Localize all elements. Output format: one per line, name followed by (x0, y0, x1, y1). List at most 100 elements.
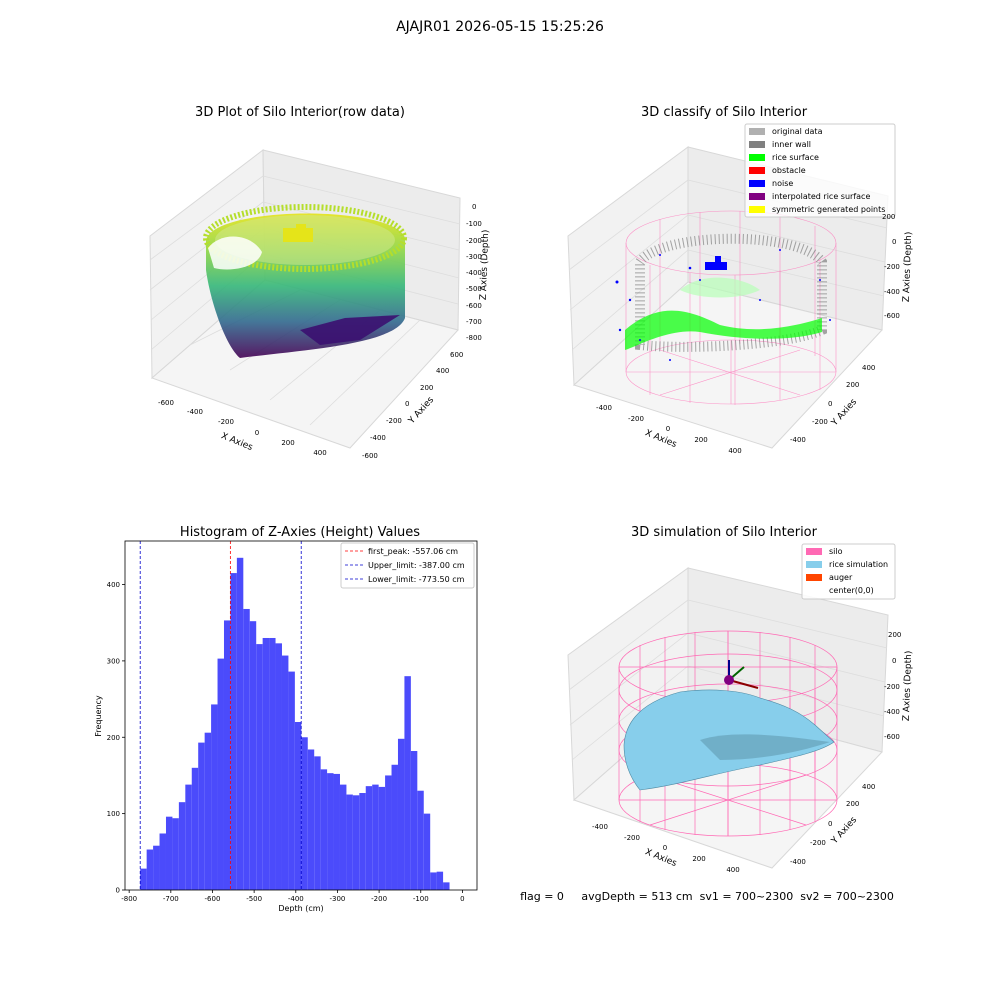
hist-ytick-label: 300 (107, 657, 120, 665)
hist-bar (262, 637, 270, 890)
cls-xtick: 200 (694, 436, 707, 444)
figure-suptitle: AJAJR01 2026-05-15 15:25:26 (396, 19, 604, 35)
hist-legend-frame (340, 542, 475, 589)
sim-ytick: 400 (862, 783, 875, 791)
sim-gridlines (568, 599, 888, 761)
hist-bar (314, 756, 321, 890)
sim-legend-label: silo (829, 547, 843, 556)
hist-ytick-label: 200 (107, 734, 120, 742)
hist-yticks: 0 100 200 300 400 (107, 581, 125, 895)
hist-xtick-label: -800 (121, 895, 137, 903)
hist-xlabel: Depth (cm) (278, 904, 323, 913)
hist-bar (243, 608, 250, 890)
hist-bar (410, 751, 418, 890)
raw-ztick: -800 (466, 334, 482, 342)
panel-histogram: Histogram of Z-Axies (Height) Values -80… (94, 525, 478, 913)
raw-zlabel: Z Axies (Depth) (479, 230, 491, 301)
hist-xtick-label: -200 (371, 895, 387, 903)
raw-xtick: 400 (313, 449, 326, 457)
hist-bar (198, 742, 205, 890)
hist-bar (281, 655, 289, 890)
cls-legend-label: interpolated rice surface (772, 192, 870, 201)
panel-raw-title: 3D Plot of Silo Interior(row data) (195, 105, 405, 120)
panel-simulation: 3D simulation of Silo Interior (567, 525, 914, 874)
cls-legend-swatch-original (749, 128, 765, 135)
raw-ztick: -100 (466, 220, 482, 228)
sim-legend-label: center(0,0) (829, 586, 874, 595)
raw-ztick: -300 (466, 253, 482, 261)
hist-bar (172, 818, 179, 890)
cls-legend-label: noise (772, 179, 793, 188)
raw-ztick: -500 (466, 285, 482, 293)
hist-bars (140, 557, 450, 890)
cls-ztick: -600 (884, 312, 900, 320)
raw-xlabel: X Axies (219, 431, 254, 453)
cls-legend-label: inner wall (772, 140, 811, 149)
sim-ztick: 200 (888, 631, 901, 639)
hist-bar (327, 773, 334, 890)
hist-bar (223, 620, 231, 890)
cls-ztick: -200 (884, 263, 900, 271)
status-line: flag = 0 avgDepth = 513 cm sv1 = 700~230… (520, 890, 894, 903)
cls-xlabel: X Axies (643, 428, 678, 450)
raw-ztick: -400 (466, 269, 482, 277)
hist-ytick-label: 0 (116, 887, 120, 895)
hist-xtick-label: -600 (205, 895, 221, 903)
sim-xlabel: X Axies (643, 847, 678, 869)
hist-bar (436, 871, 444, 890)
hist-plot-frame (124, 540, 478, 891)
raw-ztick: 0 (472, 203, 476, 211)
cls-ztick: 0 (892, 238, 896, 246)
hist-bar (333, 773, 340, 890)
hist-bar (185, 784, 192, 890)
cls-legend-swatch-noise (749, 180, 765, 187)
raw-ytick: -200 (386, 417, 402, 425)
cls-legend-label: rice surface (772, 153, 819, 162)
sim-xtick: -200 (624, 834, 640, 842)
sim-xtick: 200 (692, 855, 705, 863)
hist-ytick-label: 100 (107, 810, 120, 818)
hist-legend-label: Upper_limit: -387.00 cm (368, 561, 465, 570)
sim-legend-label: rice simulation (829, 560, 888, 569)
cls-xtick: -200 (628, 415, 644, 423)
hist-bar (288, 671, 295, 890)
raw-point-cloud (203, 204, 407, 358)
hist-xtick-label: 0 (460, 895, 464, 903)
raw-ytick: 400 (436, 367, 449, 375)
cls-rice-surface (625, 277, 822, 350)
cls-ytick: 200 (846, 381, 859, 389)
cls-ztick: 200 (882, 213, 895, 221)
panel-classify: 3D classify of Silo Interior (567, 105, 914, 455)
hist-bar (249, 621, 257, 890)
cls-zlabel: Z Axies (Depth) (902, 232, 914, 303)
cls-noise-points (615, 249, 831, 361)
cls-legend-swatch-rice (749, 154, 765, 161)
hist-bar (423, 813, 431, 890)
cls-legend-frame (744, 123, 896, 218)
sim-xtick: 400 (726, 866, 739, 874)
hist-bar (391, 764, 398, 890)
panel-raw-data: 3D Plot of Silo Interior(row data) -600 (149, 105, 491, 460)
sim-ztick: 0 (892, 657, 896, 665)
raw-ytick: -400 (370, 434, 386, 442)
hist-bar (269, 637, 276, 890)
hist-bar (397, 738, 405, 890)
sim-legend-swatch-auger (806, 574, 822, 581)
hist-bar (146, 849, 154, 890)
hist-ytick-label: 400 (107, 581, 120, 589)
raw-ytick: 0 (405, 400, 409, 408)
hist-legend-label: first_peak: -557.06 cm (368, 547, 458, 556)
cls-legend-swatch-inner-wall (749, 141, 765, 148)
hist-bar (307, 749, 315, 890)
hist-bar (320, 769, 328, 890)
hist-xtick-label: -100 (413, 895, 429, 903)
hist-legend: first_peak: -557.06 cm Upper_limit: -387… (340, 542, 475, 589)
hist-bar (140, 868, 147, 890)
raw-opening (208, 236, 262, 270)
raw-xtick: -200 (218, 418, 234, 426)
raw-ylabel: Y Axies (406, 395, 436, 427)
cls-ytick: -400 (790, 436, 806, 444)
cls-legend: original data inner wall rice surface ob… (744, 123, 896, 218)
hist-xtick-label: -300 (330, 895, 346, 903)
